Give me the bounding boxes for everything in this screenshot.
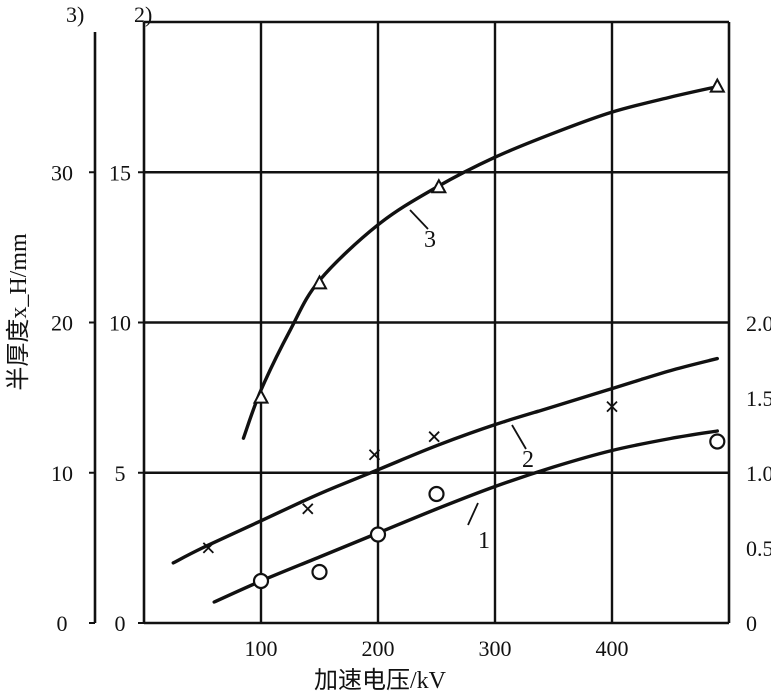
left-axis-2-tick-label-2: 5 (115, 461, 126, 486)
left-axis-2-label: 2) (134, 2, 152, 27)
curve-label-2-leader (511, 424, 527, 450)
grid-layer (144, 22, 729, 623)
curve-label-1: 1 (478, 528, 490, 554)
series-2-point-3-stroke-b (368, 449, 381, 461)
left-axis-3-tick-label-3: 20 (51, 311, 73, 336)
series-2-point-1 (202, 542, 214, 554)
series-2-line (171, 356, 719, 565)
curve-label-3: 3 (424, 227, 436, 253)
series-2-point-3 (368, 449, 381, 461)
series-1-point-3 (369, 526, 387, 543)
series-2-point-4 (428, 431, 440, 443)
series-3-point-4 (709, 77, 726, 93)
y-axis-label: 半厚度x_H/mm (5, 233, 32, 391)
x-tick-label-1: 100 (245, 636, 278, 661)
series-3-point-3 (430, 178, 448, 194)
curve-label-2: 2 (522, 447, 534, 473)
series-2-point-5-stroke-b (606, 401, 618, 413)
series-2-point-4-stroke-b (428, 431, 440, 443)
series-2-point-1-stroke-b (202, 542, 214, 554)
axes-layer (89, 20, 731, 625)
series-1-point-5 (709, 433, 726, 450)
curve-label-1-leader (467, 502, 479, 526)
right-axis-tick-label-4: 1.5 (746, 386, 771, 411)
left-axis-3-tick-label-4: 30 (51, 160, 73, 185)
right-axis-tick-label-1: 0 (746, 611, 757, 636)
x-tick-label-3: 300 (479, 636, 512, 661)
curve-label-3-leader (409, 209, 429, 230)
series-3-line (241, 84, 719, 440)
markers-layer (202, 77, 726, 590)
left-axis-2-tick-label-1: 0 (115, 611, 126, 636)
x-tick-label-2: 200 (362, 636, 395, 661)
series-2-point-2-stroke-b (302, 503, 314, 515)
x-axis-label: 加速电压/kV (314, 667, 447, 694)
series-2-point-5 (606, 401, 618, 413)
left-axis-3-label: 3) (66, 2, 84, 27)
right-axis-tick-label-3: 1.0 (746, 461, 771, 486)
right-axis-tick-label-2: 0.5 (746, 536, 771, 561)
left-axis-2-tick-label-4: 15 (109, 160, 131, 185)
curves-layer (171, 84, 719, 604)
series-1-point-4 (428, 485, 445, 503)
x-tick-label-4: 400 (596, 636, 629, 661)
left-axis-2-tick-label-3: 10 (109, 311, 131, 336)
series-3-point-2 (311, 274, 328, 290)
right-axis-tick-label-5: 2.0 (746, 311, 771, 336)
left-axis-3-tick-label-1: 0 (57, 611, 68, 636)
series-1-line (212, 429, 719, 604)
series-3-point-1 (252, 388, 270, 404)
series-1-point-2 (311, 563, 328, 581)
series-1-point-1 (252, 572, 270, 590)
series-2-point-2 (302, 503, 314, 515)
left-axis-3-tick-label-2: 10 (51, 461, 73, 486)
